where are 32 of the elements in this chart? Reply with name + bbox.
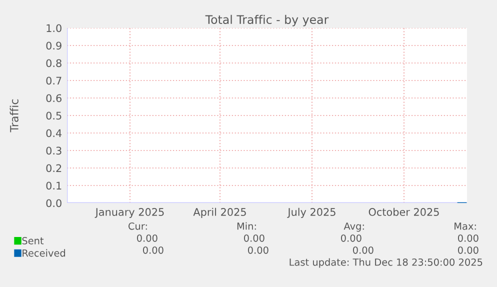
text: 0.00 xyxy=(458,246,478,254)
legend-label: Received xyxy=(22,249,66,257)
text: 0.00 xyxy=(352,246,374,254)
x-tick-label: October 2025 xyxy=(368,208,439,216)
x-tick-label: January 2025 xyxy=(94,208,164,218)
chart-title: Total Traffic - by year xyxy=(205,14,329,26)
text: 0.00 xyxy=(136,234,158,242)
y-tick-label: 1.0 xyxy=(46,24,62,32)
text: 0.00 xyxy=(248,246,268,254)
x-tick-label: April 2025 xyxy=(193,208,246,218)
y-tick-label: 0.0 xyxy=(46,199,62,208)
y-tick-label: 0.6 xyxy=(46,94,62,102)
y-tick-label: 0.7 xyxy=(46,76,62,85)
text: Avg: xyxy=(344,222,364,232)
text: Max: xyxy=(454,222,476,230)
x-tick-label: July 2025 xyxy=(287,208,336,218)
y-tick-label: 0.8 xyxy=(46,59,62,68)
text: Min: xyxy=(237,222,256,230)
y-tick-label: 0.1 xyxy=(46,182,62,190)
y-tick-label: 0.9 xyxy=(46,42,62,50)
text: 0.00 xyxy=(142,246,164,254)
y-tick-label: 0.2 xyxy=(46,164,62,172)
text: Last update: Thu Dec 18 23:50:00 2025 xyxy=(290,258,482,268)
y-axis-title: Traffic xyxy=(10,99,18,132)
y-tick-label: 0.3 xyxy=(46,146,62,155)
y-tick-label: 0.4 xyxy=(46,129,62,138)
y-tick-label: 0.5 xyxy=(46,112,62,120)
text: 0.00 xyxy=(458,234,478,242)
legend-label: Sent xyxy=(22,237,44,244)
text: Cur: xyxy=(128,222,147,230)
text: 0.00 xyxy=(244,234,264,242)
text: 0.00 xyxy=(340,234,362,242)
